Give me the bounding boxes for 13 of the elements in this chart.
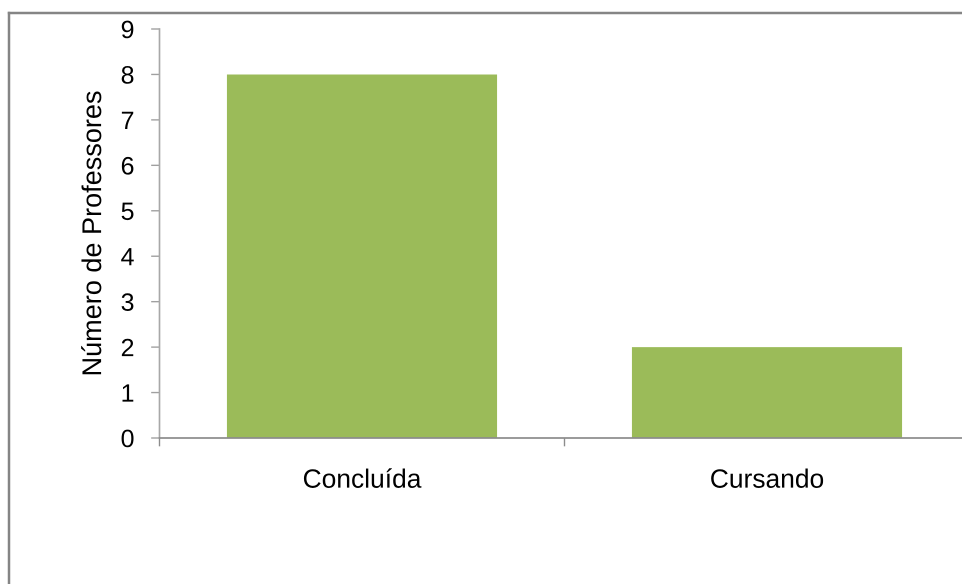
y-tick-label: 4 <box>121 248 134 266</box>
y-tick-label: 8 <box>122 66 134 84</box>
y-tick-label: 3 <box>122 293 134 311</box>
y-tick-label: 7 <box>122 112 134 129</box>
y-tick-label: 0 <box>122 430 134 448</box>
y-tick-label: 2 <box>122 338 134 356</box>
y-tick-label: 1 <box>122 384 134 402</box>
x-tick-label: Cursando <box>711 468 824 488</box>
y-tick-label: 5 <box>122 202 134 220</box>
y-tick-label: 9 <box>122 20 134 38</box>
x-tick-label: Concluída <box>304 468 422 488</box>
y-axis-title: Número de Professores <box>81 91 102 374</box>
y-tick-label: 6 <box>122 156 134 175</box>
